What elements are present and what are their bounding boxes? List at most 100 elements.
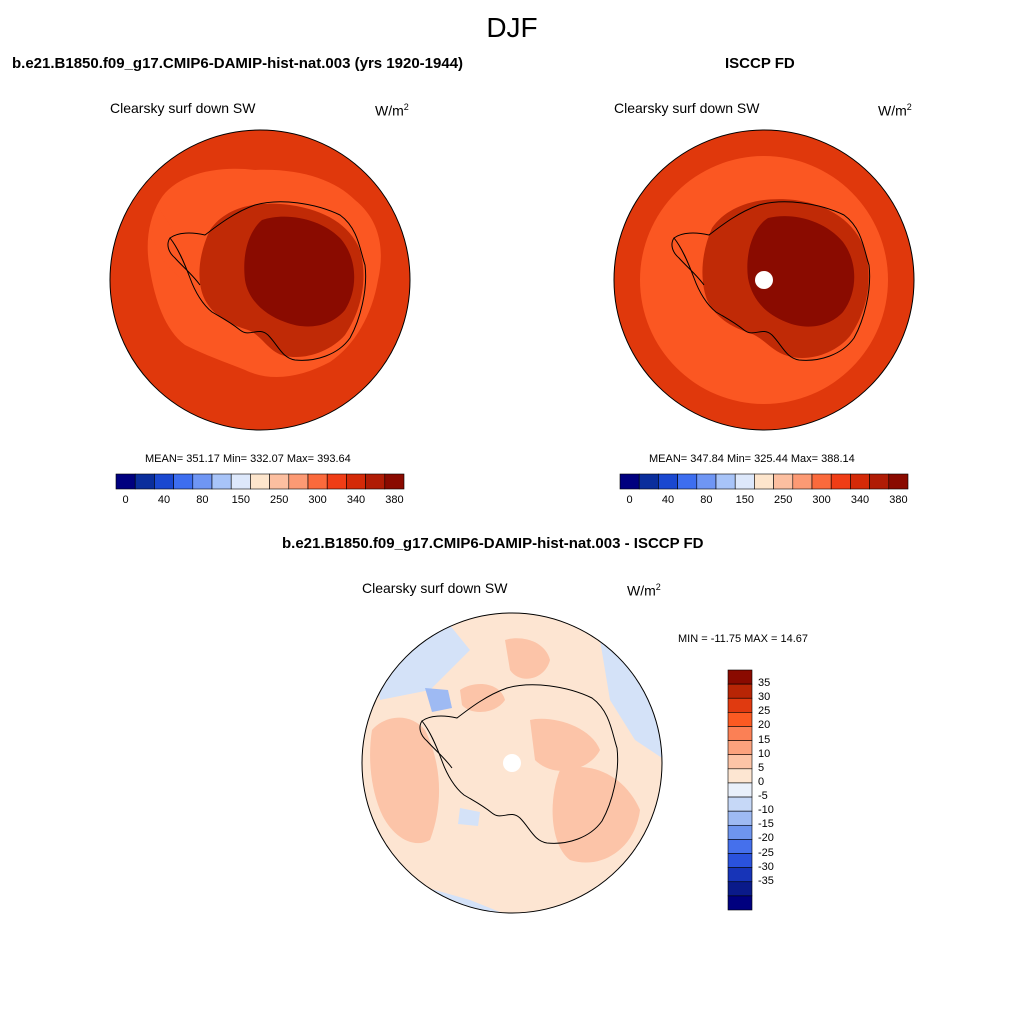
colorbar-box [727,796,753,812]
colorbar-box [727,683,753,699]
colorbar-box [727,726,753,741]
colorbar-box [850,473,870,490]
colorbar-box [727,839,753,854]
colorbar-box [250,473,270,490]
panel2-units: W/m2 [878,102,912,119]
colorbar-box [154,473,174,490]
panel1-units: W/m2 [375,102,409,119]
colorbar-tick-label: 35 [758,677,771,690]
colorbar-box [727,740,753,756]
colorbar-box [269,473,290,490]
colorbar-box [384,473,405,490]
colorbar-box [326,473,347,490]
colorbar-tick-label: 25 [758,705,771,718]
colorbar-tick-label: -20 [758,832,774,845]
colorbar-tick-label: 10 [758,747,771,760]
map2-pole-gap [755,271,773,289]
colorbar-box [727,754,753,770]
colorbar-tick-label: 15 [758,733,771,746]
panel3-variable: Clearsky surf down SW [362,580,508,596]
map2-core-zone [747,216,855,327]
colorbar-box [727,712,753,727]
colorbar-box [773,473,794,490]
colorbar-box [888,473,909,490]
map3-coastline [421,684,619,844]
colorbar-tick-label: 300 [308,494,327,506]
colorbar-box [727,881,753,897]
colorbar-box [727,853,753,868]
colorbar-box [830,473,851,490]
map1-model [109,129,411,431]
map2-coastline [673,201,871,361]
colorbar-tick-label: 380 [889,494,908,506]
colorbar-box [727,697,753,713]
panel2-variable: Clearsky surf down SW [614,100,760,116]
colorbar-box [727,669,753,685]
colorbar-tick-label: 0 [758,775,765,788]
colorbar-box [365,473,386,490]
colorbar-box [638,473,659,490]
colorbar-box [727,782,753,798]
colorbar-tick-label: 340 [346,494,366,506]
colorbar-tick-label: 250 [270,494,289,506]
colorbar-box [727,867,753,883]
colorbar-tick-label: 340 [850,494,870,506]
colorbar2 [619,473,909,490]
colorbar-tick-label: 30 [758,691,771,704]
colorbar1 [115,473,405,490]
map1-coastline [169,201,367,361]
colorbar-box [727,824,753,840]
map3-pole-gap [503,754,521,772]
colorbar-box [658,473,678,490]
panel3-title: b.e21.B1850.f09_g17.CMIP6-DAMIP-hist-nat… [282,535,704,552]
colorbar-tick-label: 80 [196,494,209,506]
colorbar-tick-label: 80 [700,494,713,506]
colorbar-box [288,473,309,490]
colorbar-tick-label: -10 [758,804,774,817]
panel1-title: b.e21.B1850.f09_g17.CMIP6-DAMIP-hist-nat… [12,55,464,72]
colorbar-box [715,473,736,490]
colorbar-tick-label: -35 [758,874,774,887]
colorbar-tick-label: 380 [385,494,404,506]
panel3-units: W/m2 [627,582,661,599]
panel2-title: ISCCP FD [725,55,795,72]
colorbar-box [173,473,194,490]
colorbar-tick-label: -5 [758,790,768,803]
colorbar-box [134,473,155,490]
colorbar-tick-label: 40 [661,494,675,506]
colorbar-tick-label: 150 [735,494,754,506]
colorbar-box [727,810,753,826]
colorbar-box [754,473,774,490]
colorbar-tick-label: 250 [774,494,793,506]
colorbar-box [696,473,717,490]
colorbar-tick-label: 0 [626,494,633,506]
colorbar3 [727,669,753,911]
colorbar-box [192,473,213,490]
colorbar-tick-label: -15 [758,818,774,831]
colorbar-box [811,473,832,490]
colorbar-box [734,473,755,490]
panel3-stats: MIN = -11.75 MAX = 14.67 [678,633,809,645]
colorbar-box [619,473,640,490]
season-title: DJF [486,12,538,43]
colorbar-tick-label: 150 [231,494,250,506]
colorbar-tick-label: 0 [122,494,129,506]
colorbar-box [727,895,753,911]
map2-obs [613,129,915,431]
panel1-variable: Clearsky surf down SW [110,100,256,116]
map3-diff [361,612,663,914]
colorbar-box [230,473,251,490]
colorbar-box [677,473,698,490]
map1-core-zone [244,216,355,327]
panel2-stats: MEAN= 347.84 Min= 325.44 Max= 388.14 [649,453,855,465]
panel1-stats: MEAN= 351.17 Min= 332.07 Max= 393.64 [145,453,351,465]
colorbar-tick-label: -30 [758,860,774,873]
colorbar-box [211,473,232,490]
colorbar-tick-label: 5 [758,761,765,774]
colorbar-tick-label: -25 [758,846,774,859]
colorbar-tick-label: 20 [758,719,771,732]
colorbar-box [346,473,366,490]
colorbar-box [792,473,813,490]
colorbar-box [727,768,753,784]
